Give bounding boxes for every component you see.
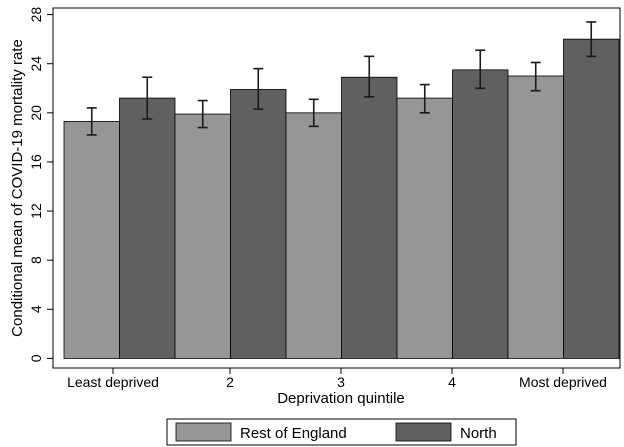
axes: 0 4 8 12 16 20 24 28 Least deprived 2 3 4 Most depri… <box>28 7 621 390</box>
plot-area <box>63 21 620 359</box>
bar-north-least-deprived <box>119 97 176 359</box>
bar-north-2 <box>230 89 287 359</box>
x-tick-label-least-deprived: Least deprived <box>67 374 159 390</box>
error-bar-rest-of-england-2 <box>197 99 208 129</box>
x-axis-title: Deprivation quintile <box>277 390 405 407</box>
y-tick-label: 4 <box>28 305 44 313</box>
x-tick-label-4: 4 <box>448 374 456 390</box>
bar-rest-of-england-4 <box>396 97 453 359</box>
legend: Rest of England North <box>166 418 517 446</box>
error-bar-rest-of-england-4 <box>419 83 430 114</box>
bar-north-most-deprived <box>563 38 620 359</box>
bar-rest-of-england-3 <box>285 112 342 359</box>
bar-rest-of-england-most-deprived <box>507 75 564 359</box>
x-tick-label-2: 2 <box>226 374 234 390</box>
bar-north-4 <box>452 69 509 359</box>
error-bar-north-least-deprived <box>142 76 153 120</box>
bar-north-3 <box>341 76 398 359</box>
error-bar-north-2 <box>253 67 264 110</box>
y-tick-label: 24 <box>28 56 44 72</box>
y-tick-label: 28 <box>28 7 44 23</box>
x-tick-label-3: 3 <box>337 374 345 390</box>
error-bar-rest-of-england-most-deprived <box>530 61 541 92</box>
error-bar-north-most-deprived <box>586 21 597 58</box>
y-tick-label: 12 <box>28 203 44 219</box>
error-bar-rest-of-england-least-deprived <box>86 107 97 136</box>
legend-label-north: North <box>460 425 497 442</box>
legend-swatch-rest-of-england <box>175 422 232 442</box>
bar-rest-of-england-least-deprived <box>63 121 120 359</box>
legend-swatch-north <box>395 422 452 442</box>
y-tick-label: 0 <box>28 354 44 362</box>
error-bar-north-3 <box>364 55 375 98</box>
x-tick-label-most-deprived: Most deprived <box>519 374 607 390</box>
error-bar-rest-of-england-3 <box>308 98 319 128</box>
error-bar-north-4 <box>475 49 486 90</box>
y-tick-label: 16 <box>28 154 44 170</box>
plot-frame <box>52 7 621 369</box>
y-tick-label: 8 <box>28 256 44 264</box>
legend-label-rest-of-england: Rest of England <box>240 425 347 442</box>
y-axis-title: Conditional mean of COVID-19 mortality r… <box>9 39 26 337</box>
y-tick-label: 20 <box>28 105 44 121</box>
bar-rest-of-england-2 <box>174 113 231 359</box>
